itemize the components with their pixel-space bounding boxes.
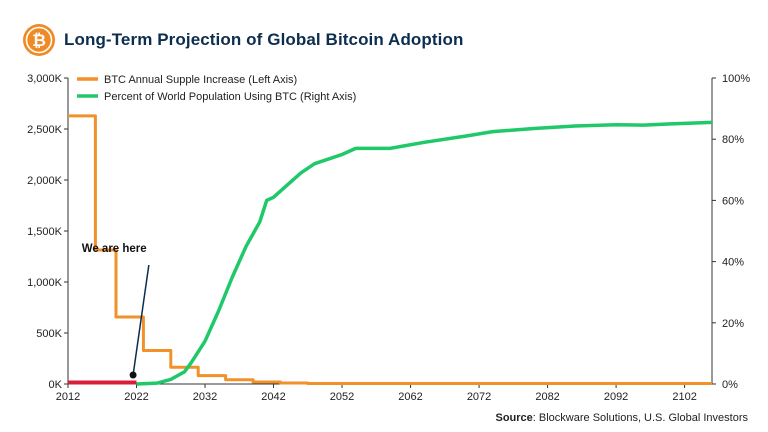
x-tick-label: 2022	[124, 391, 148, 403]
legend-label: BTC Annual Supple Increase (Left Axis)	[104, 74, 297, 86]
x-tick-label: 2012	[56, 391, 80, 403]
left-y-tick-label: 1,000K	[27, 277, 63, 289]
right-y-tick-label: 100%	[722, 73, 750, 85]
left-y-tick-label: 2,000K	[27, 175, 63, 187]
annotation-label: We are here	[82, 243, 147, 255]
left-y-tick-label: 1,500K	[27, 226, 63, 238]
right-y-tick-label: 60%	[722, 195, 744, 207]
legend-label: Percent of World Population Using BTC (R…	[104, 91, 356, 103]
svg-text:₿: ₿	[32, 31, 46, 50]
adoption-series-line	[136, 120, 713, 386]
annotation-marker	[129, 371, 137, 379]
source-label: Source	[495, 412, 533, 424]
x-tick-label: 2092	[604, 391, 628, 403]
left-y-tick-label: 3,000K	[27, 73, 63, 85]
x-tick-label: 2062	[398, 391, 422, 403]
annotation-pointer-line	[132, 264, 150, 376]
x-tick-label: 2102	[672, 391, 696, 403]
source-text: : Blockware Solutions, U.S. Global Inves…	[532, 412, 748, 424]
x-tick-label: 2042	[261, 391, 285, 403]
x-tick-label: 2072	[467, 391, 491, 403]
left-y-tick-label: 500K	[36, 328, 62, 340]
right-y-tick-label: 80%	[722, 134, 744, 146]
chart-header: ₿ Long-Term Projection of Global Bitcoin…	[22, 22, 463, 58]
chart-title: Long-Term Projection of Global Bitcoin A…	[64, 30, 464, 49]
x-tick-label: 2052	[330, 391, 354, 403]
bitcoin-coin-icon: ₿	[23, 24, 55, 56]
right-y-tick-label: 40%	[722, 257, 744, 269]
supply-series-line	[68, 114, 712, 385]
x-tick-label: 2032	[193, 391, 217, 403]
right-y-tick-label: 20%	[722, 318, 744, 330]
left-y-tick-label: 0K	[49, 379, 63, 391]
left-y-tick-label: 2,500K	[27, 124, 63, 136]
x-tick-label: 2082	[535, 391, 559, 403]
source-note: Source: Blockware Solutions, U.S. Global…	[495, 412, 748, 424]
right-y-tick-label: 0%	[722, 379, 738, 391]
